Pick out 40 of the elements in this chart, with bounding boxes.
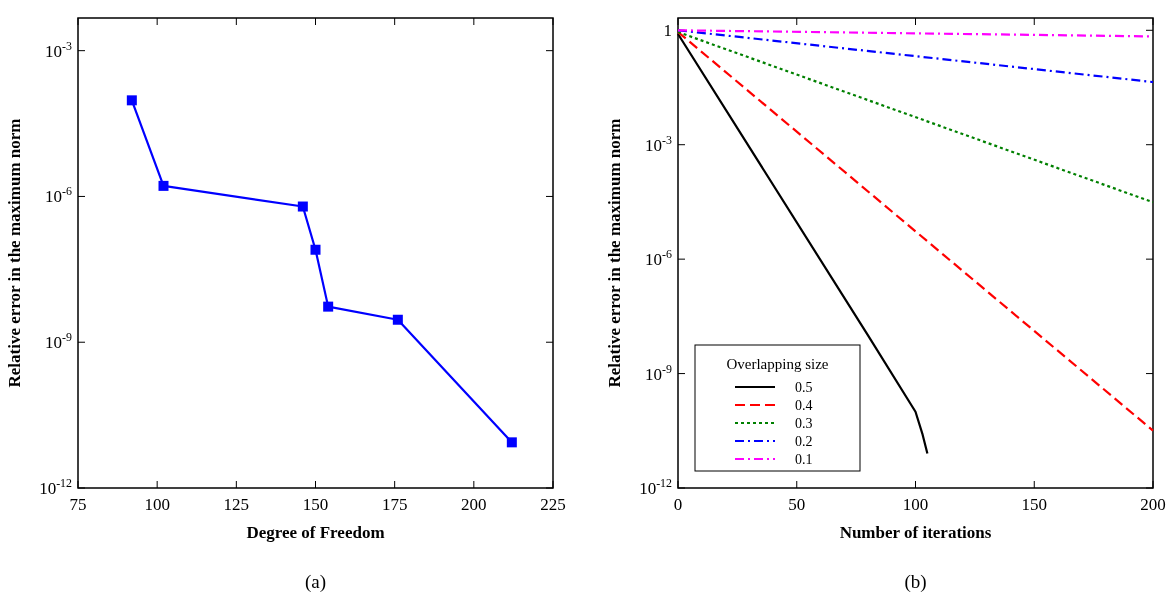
legend-label: 0.5 <box>795 380 813 395</box>
point <box>158 180 169 191</box>
x-tick-label: 100 <box>902 495 929 514</box>
x-tick-label: 125 <box>223 495 250 514</box>
legend-label: 0.1 <box>795 452 813 467</box>
y-axis-title: Relative error in the maximum norm <box>605 118 624 388</box>
y-tick-label: 10$^{-9}$ <box>645 361 673 384</box>
text: (a) <box>304 571 327 593</box>
legend-label: 0.3 <box>795 416 813 431</box>
x-tick-label: 175 <box>381 495 408 514</box>
x-tick-label: 50 <box>788 495 806 514</box>
point <box>392 314 403 325</box>
y-tick-label: 10$^{-6}$ <box>645 247 673 270</box>
x-axis-title: Number of iterations <box>839 523 992 542</box>
point <box>310 244 321 255</box>
x-tick-label: 225 <box>540 495 566 514</box>
y-tick-label: 1 <box>663 21 672 41</box>
point <box>506 437 517 448</box>
y-axis-title: Relative error in the maximum norm <box>5 118 24 388</box>
point <box>126 95 137 106</box>
text: (b) <box>904 571 927 593</box>
x-tick-label: 100 <box>144 495 170 514</box>
y-tick-label: 10$^{-6}$ <box>45 184 73 207</box>
legend-label: 0.4 <box>795 398 813 413</box>
x-axis-title: Degree of Freedom <box>246 523 385 542</box>
legend-title: Overlapping size <box>726 356 829 372</box>
point <box>323 301 334 312</box>
legend-label: 0.2 <box>795 434 813 449</box>
x-tick-label: 200 <box>1140 495 1166 514</box>
y-tick-label: 10$^{-3}$ <box>45 38 73 61</box>
y-tick-label: 10$^{-3}$ <box>645 132 673 155</box>
y-tick-label: 10$^{-12}$ <box>39 476 73 498</box>
x-tick-label: 0 <box>673 495 683 514</box>
point <box>297 201 308 212</box>
y-tick-label: 10$^{-12}$ <box>639 476 673 498</box>
x-tick-label: 150 <box>1021 495 1047 514</box>
y-tick-label: 10$^{-9}$ <box>45 330 73 353</box>
x-tick-label: 150 <box>302 495 329 514</box>
x-tick-label: 200 <box>461 495 487 514</box>
x-tick-label: 75 <box>69 495 87 514</box>
